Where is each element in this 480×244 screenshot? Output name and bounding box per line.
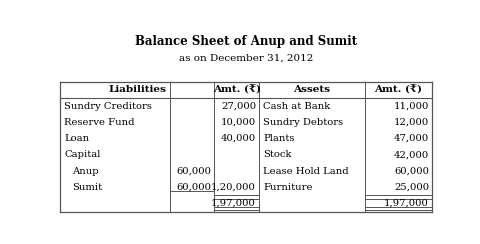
Text: Sundry Creditors: Sundry Creditors [64,102,152,111]
Text: Capital: Capital [64,150,101,159]
Text: 60,000: 60,000 [177,183,211,192]
Text: Cash at Bank: Cash at Bank [264,102,331,111]
Text: 1,20,000: 1,20,000 [211,183,256,192]
Text: 27,000: 27,000 [221,102,256,111]
Text: 40,000: 40,000 [221,134,256,143]
Text: 10,000: 10,000 [221,118,256,127]
Text: 60,000: 60,000 [394,166,429,175]
Text: as on December 31, 2012: as on December 31, 2012 [179,54,313,63]
Text: 1,97,000: 1,97,000 [211,199,256,208]
Text: Plants: Plants [264,134,295,143]
Text: 11,000: 11,000 [394,102,429,111]
Text: Sumit: Sumit [72,183,102,192]
Text: Assets: Assets [294,85,331,94]
Text: 12,000: 12,000 [394,118,429,127]
Text: 25,000: 25,000 [394,183,429,192]
Text: Amt. (₹): Amt. (₹) [374,85,422,95]
Text: Loan: Loan [64,134,90,143]
Text: Lease Hold Land: Lease Hold Land [264,166,349,175]
Text: 47,000: 47,000 [394,134,429,143]
Text: 42,000: 42,000 [394,150,429,159]
Text: 1,97,000: 1,97,000 [384,199,429,208]
Text: Liabilities: Liabilities [108,85,166,94]
Text: Anup: Anup [72,166,98,175]
Text: Sundry Debtors: Sundry Debtors [264,118,344,127]
Text: Amt. (₹): Amt. (₹) [213,85,261,95]
Text: Reserve Fund: Reserve Fund [64,118,135,127]
Text: Furniture: Furniture [264,183,313,192]
Text: 60,000: 60,000 [177,166,211,175]
Text: Balance Sheet of Anup and Sumit: Balance Sheet of Anup and Sumit [135,35,357,48]
Text: Stock: Stock [264,150,292,159]
